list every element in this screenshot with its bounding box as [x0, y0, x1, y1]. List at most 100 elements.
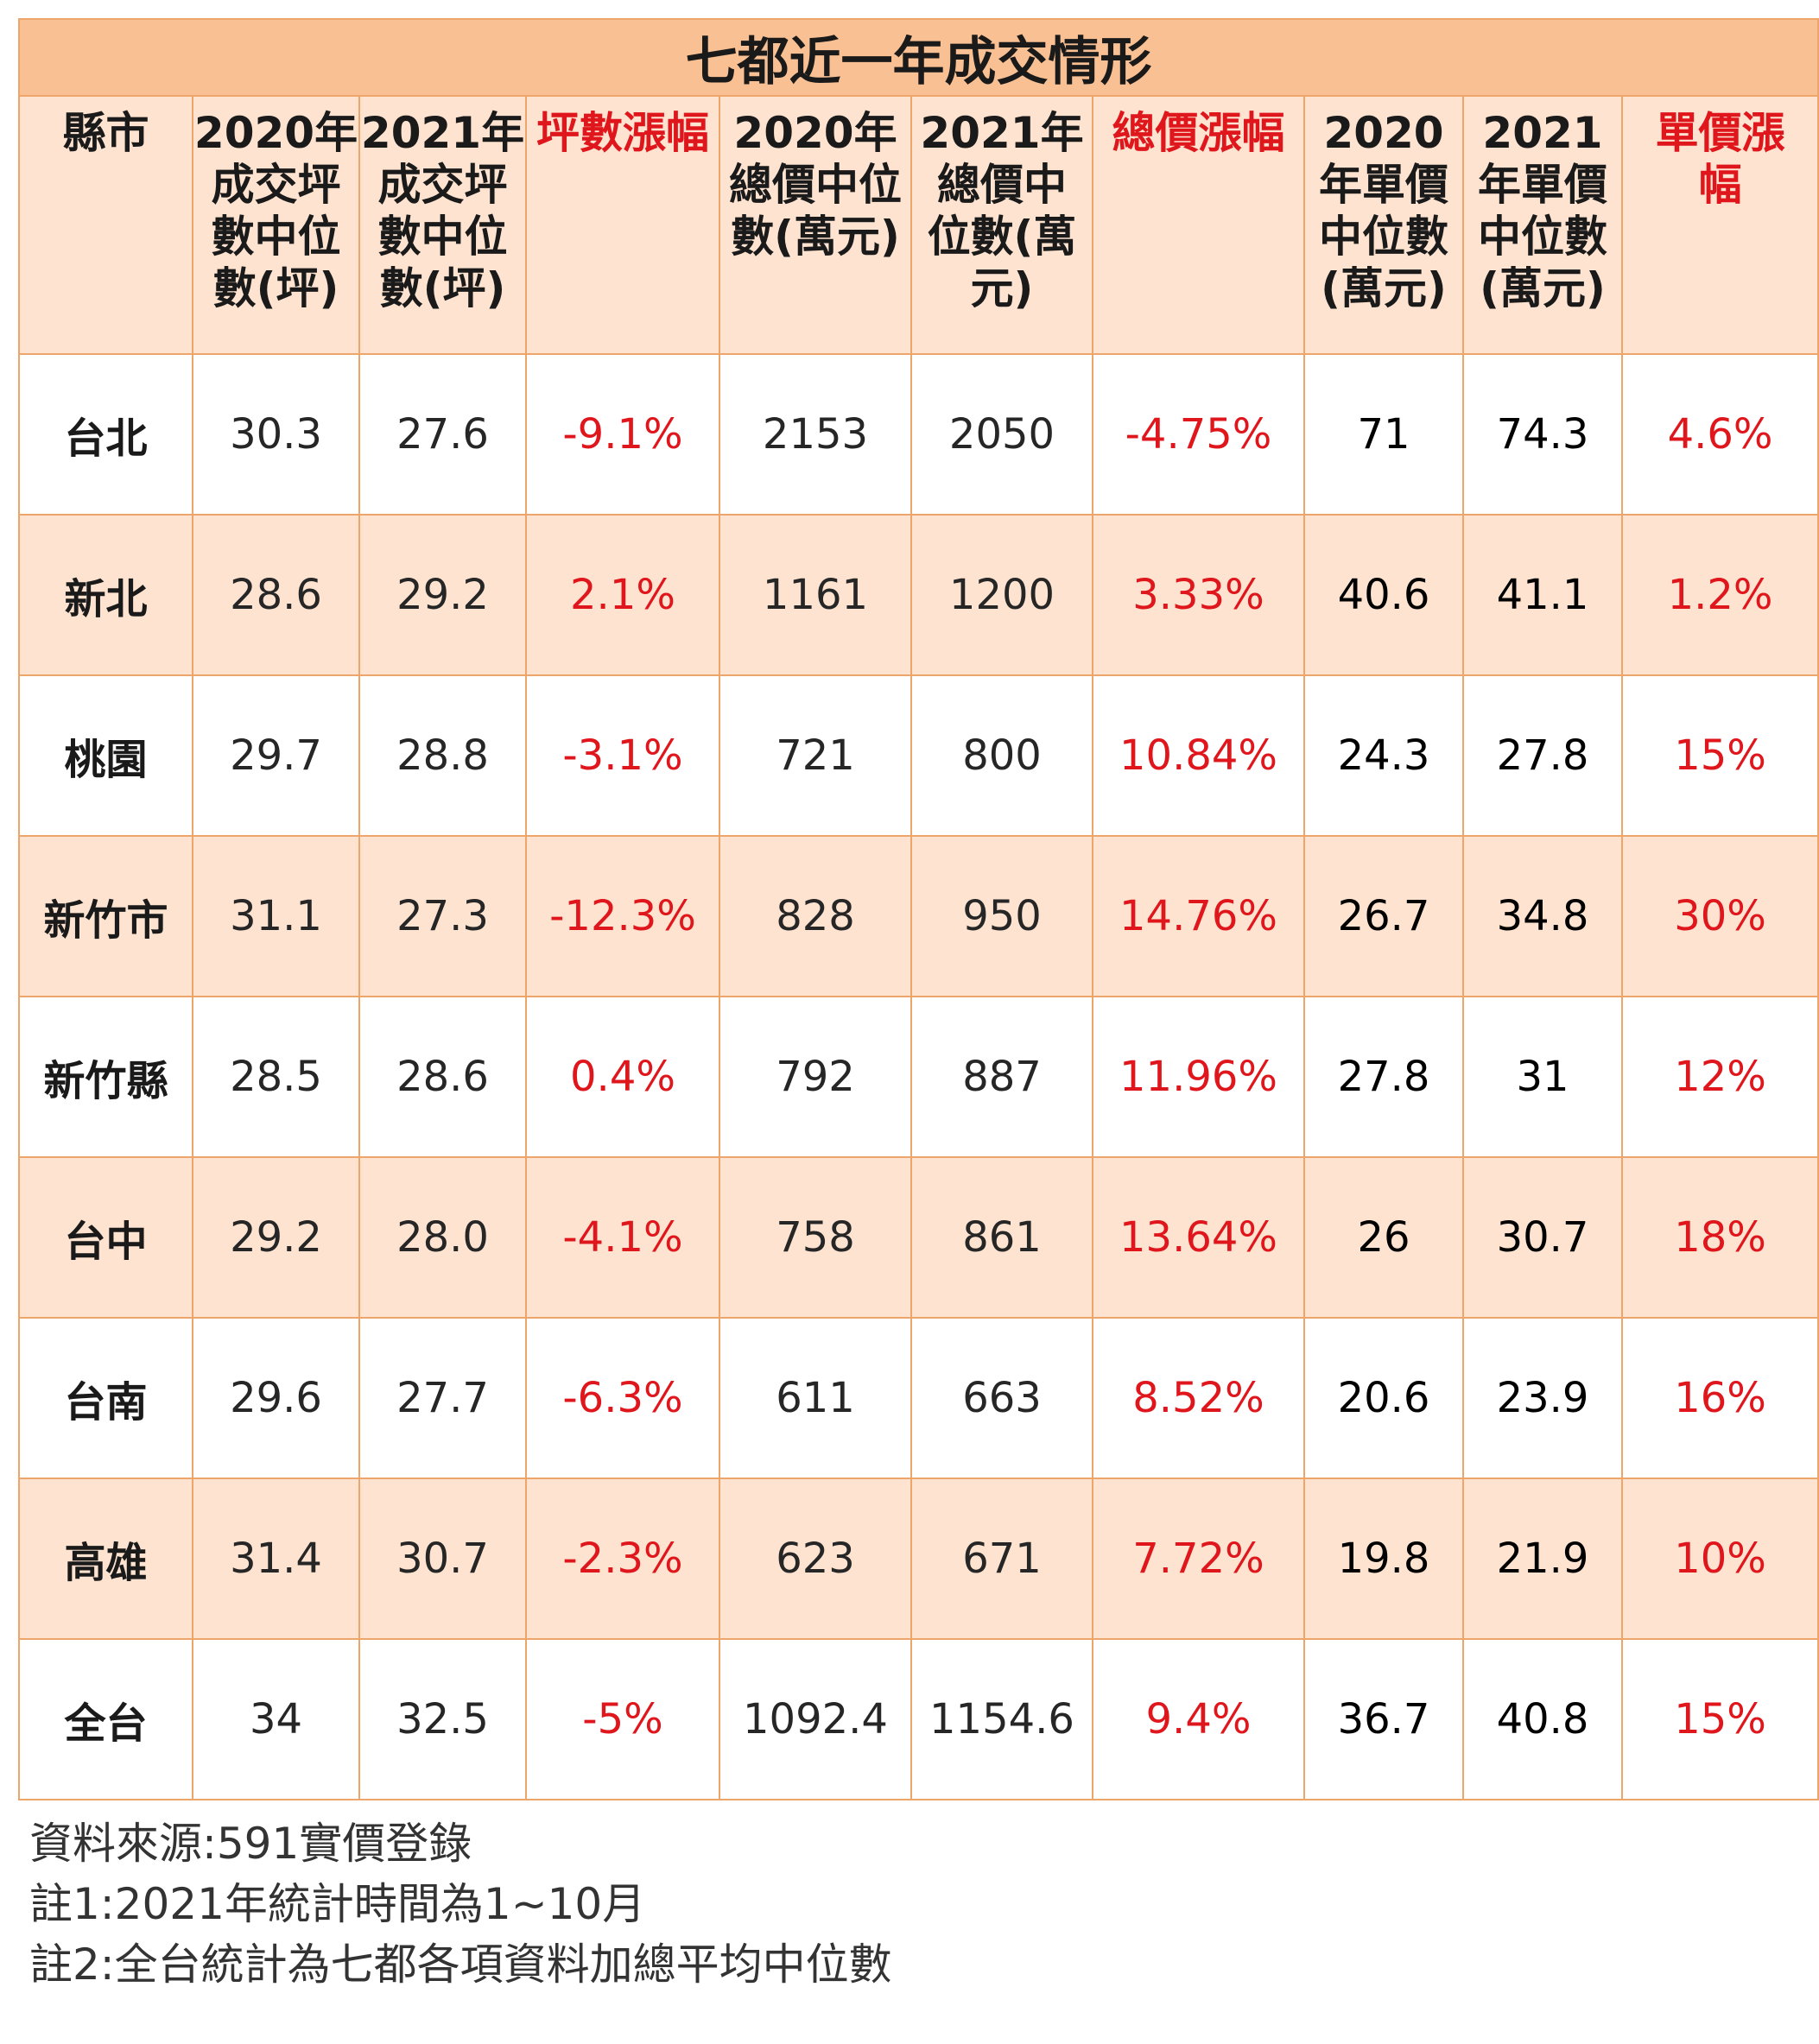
value-cell: 34.8 [1462, 835, 1623, 997]
change-cell: 13.64% [1092, 1156, 1305, 1319]
transaction-table: 七都近一年成交情形 縣市 2020年 成交坪 數中位 數(坪) 2021年 成交坪 數中位 數(… [17, 18, 1819, 1800]
value-cell: 27.8 [1462, 674, 1623, 837]
column-header-line: 成交坪 [377, 160, 508, 210]
city-cell: 新北 [18, 514, 193, 676]
column-header-5: 2021年 總價中 位數(萬 元) [910, 95, 1093, 355]
value-cell: 24.3 [1303, 674, 1464, 837]
table-row: 桃園 29.7 28.8 -3.1% 721 800 10.84% 24.3 27.8 15% [18, 674, 1819, 837]
value-cell: 31 [1462, 996, 1623, 1158]
value-cell: 19.8 [1303, 1478, 1464, 1640]
column-header-line: 總價中位 [729, 160, 902, 210]
footnote-1: 註1:2021年統計時間為1~10月 [29, 1879, 646, 1929]
column-header-line: 元) [970, 263, 1034, 313]
column-header-line: 數(萬元) [731, 212, 900, 262]
value-cell: 34 [192, 1638, 360, 1800]
value-cell: 29.2 [192, 1156, 360, 1319]
value-cell: 21.9 [1462, 1478, 1623, 1640]
column-header-line: 數(坪) [212, 263, 339, 313]
value-cell: 74.3 [1462, 353, 1623, 516]
table-row: 台南 29.6 27.7 -6.3% 611 663 8.52% 20.6 23.9 16% [18, 1317, 1819, 1479]
change-cell: 16% [1620, 1317, 1819, 1479]
value-cell: 71 [1303, 353, 1464, 516]
column-header-line: 2021年 [920, 108, 1084, 158]
source-note: 資料來源:591實價登錄 [29, 1819, 472, 1869]
value-cell: 27.6 [358, 353, 527, 516]
change-cell: 2.1% [525, 514, 720, 676]
value-cell: 800 [910, 674, 1093, 837]
city-cell: 桃園 [18, 674, 193, 837]
column-header-3: 坪數漲幅 [525, 95, 720, 355]
column-header-line: 位數(萬 [927, 212, 1077, 262]
table-row: 全台 34 32.5 -5% 1092.4 1154.6 9.4% 36.7 40.8 15% [18, 1638, 1819, 1800]
value-cell: 2153 [719, 353, 912, 516]
column-header-line: 2021年 [360, 108, 525, 158]
city-cell: 新竹縣 [18, 996, 193, 1158]
value-cell: 28.6 [358, 996, 527, 1158]
value-cell: 623 [719, 1478, 912, 1640]
column-header-line: 年單價 [1319, 160, 1448, 210]
value-cell: 32.5 [358, 1638, 527, 1800]
table-row: 新竹縣 28.5 28.6 0.4% 792 887 11.96% 27.8 31 12% [18, 996, 1819, 1158]
data-table-container: 七都近一年成交情形 縣市 2020年 成交坪 數中位 數(坪) 2021年 成交坪 數中位 數(… [17, 18, 1819, 1800]
value-cell: 29.6 [192, 1317, 360, 1479]
value-cell: 40.8 [1462, 1638, 1623, 1800]
column-header-1: 2020年 成交坪 數中位 數(坪) [192, 95, 360, 355]
value-cell: 29.7 [192, 674, 360, 837]
column-header-2: 2021年 成交坪 數中位 數(坪) [358, 95, 527, 355]
column-header-line: 中位數 [1319, 212, 1448, 262]
value-cell: 28.8 [358, 674, 527, 837]
value-cell: 30.7 [1462, 1156, 1623, 1319]
value-cell: 861 [910, 1156, 1093, 1319]
change-cell: 3.33% [1092, 514, 1305, 676]
value-cell: 27.8 [1303, 996, 1464, 1158]
value-cell: 2050 [910, 353, 1093, 516]
value-cell: 1092.4 [719, 1638, 912, 1800]
column-header-line: 數中位 [377, 212, 508, 262]
value-cell: 31.1 [192, 835, 360, 997]
value-cell: 828 [719, 835, 912, 997]
city-cell: 新竹市 [18, 835, 193, 997]
value-cell: 887 [910, 996, 1093, 1158]
change-cell: 8.52% [1092, 1317, 1305, 1479]
column-header-line: (萬元) [1321, 263, 1447, 313]
change-cell: 12% [1620, 996, 1819, 1158]
column-header-line: 總價中 [937, 160, 1067, 210]
column-header-line: 2021 [1482, 108, 1603, 158]
change-cell: 0.4% [525, 996, 720, 1158]
column-header-line: 2020 [1323, 108, 1444, 158]
value-cell: 27.3 [358, 835, 527, 997]
value-cell: 1161 [719, 514, 912, 676]
value-cell: 671 [910, 1478, 1093, 1640]
change-cell: 10% [1620, 1478, 1819, 1640]
value-cell: 28.0 [358, 1156, 527, 1319]
value-cell: 36.7 [1303, 1638, 1464, 1800]
column-header-line: 2020年 [733, 108, 897, 158]
change-cell: 4.6% [1620, 353, 1819, 516]
change-cell: -9.1% [525, 353, 720, 516]
column-header-8: 2021 年單價 中位數 (萬元) [1462, 95, 1623, 355]
change-cell: -12.3% [525, 835, 720, 997]
change-cell: 9.4% [1092, 1638, 1305, 1800]
value-cell: 29.2 [358, 514, 527, 676]
change-cell: 15% [1620, 674, 1819, 837]
value-cell: 26.7 [1303, 835, 1464, 997]
table-row: 台中 29.2 28.0 -4.1% 758 861 13.64% 26 30.7 18% [18, 1156, 1819, 1319]
change-cell: 30% [1620, 835, 1819, 997]
table-title: 七都近一年成交情形 [17, 18, 1819, 97]
column-header-line: 成交坪 [211, 160, 341, 210]
table-body: 台北 30.3 27.6 -9.1% 2153 2050 -4.75% 71 74.3 4.6% 新… [18, 353, 1819, 1800]
column-header-line: 年單價 [1478, 160, 1607, 210]
value-cell: 28.6 [192, 514, 360, 676]
change-cell: 18% [1620, 1156, 1819, 1319]
city-cell: 台中 [18, 1156, 193, 1319]
value-cell: 1200 [910, 514, 1093, 676]
column-header-0: 縣市 [18, 95, 193, 355]
column-header-7: 2020 年單價 中位數 (萬元) [1303, 95, 1464, 355]
change-cell: 7.72% [1092, 1478, 1305, 1640]
header-row: 縣市 2020年 成交坪 數中位 數(坪) 2021年 成交坪 數中位 數(坪) 坪數漲幅 2020… [18, 95, 1819, 355]
value-cell: 41.1 [1462, 514, 1623, 676]
change-cell: -3.1% [525, 674, 720, 837]
value-cell: 758 [719, 1156, 912, 1319]
column-header-line: 縣市 [62, 108, 149, 158]
column-header-4: 2020年 總價中位 數(萬元) [719, 95, 912, 355]
